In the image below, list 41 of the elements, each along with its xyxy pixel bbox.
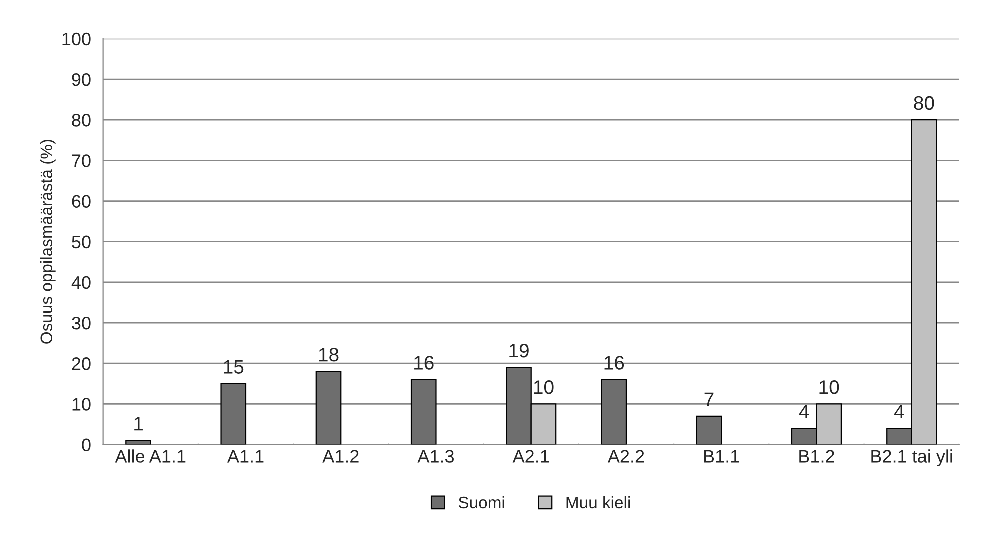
y-tick-label: 40: [72, 276, 91, 290]
x-tick-label: A2.1: [512, 450, 550, 463]
y-axis-title: Osuus oppilasmäärästä (%): [40, 140, 56, 344]
data-label: 80: [914, 96, 934, 110]
y-tick-label: 100: [62, 32, 91, 46]
x-tick-label: A1.3: [418, 450, 454, 463]
data-label: 10: [820, 380, 840, 394]
data-label: 7: [704, 392, 714, 406]
data-label: 4: [894, 405, 904, 418]
x-tick-label: A1.1: [227, 450, 264, 463]
y-tick-label: 10: [72, 398, 91, 411]
data-label: 19: [510, 344, 529, 358]
bar: [126, 440, 152, 445]
bar: [696, 416, 722, 445]
data-label: 15: [224, 360, 244, 374]
x-tick-label: A1.2: [322, 450, 359, 463]
y-tick-label: 80: [72, 114, 91, 127]
y-tick-label: 50: [72, 236, 91, 249]
data-label: 4: [799, 405, 810, 418]
data-label: 10: [534, 380, 554, 394]
y-tick-label: 0: [82, 438, 91, 452]
x-tick-label: A2.2: [608, 450, 644, 463]
x-tick-label: B2.1 tai yli: [872, 450, 952, 466]
legend-label: Muu kieli: [566, 496, 630, 509]
bar: [601, 379, 628, 445]
data-label: 16: [604, 356, 624, 370]
y-tick-label: 30: [72, 316, 91, 330]
y-tick-label: 90: [72, 73, 91, 86]
x-tick-label: B1.2: [800, 450, 834, 463]
legend-label: Suomi: [458, 496, 504, 509]
x-tick-label: Alle A1.1: [115, 450, 186, 463]
bar: [220, 383, 247, 445]
data-label: 1: [134, 417, 143, 431]
y-tick-label: 60: [72, 195, 91, 208]
data-label: 16: [414, 356, 434, 370]
x-tick-label: B1.1: [704, 450, 740, 463]
y-tick-label: 20: [72, 358, 91, 370]
y-tick-label: 70: [72, 154, 91, 168]
data-label: 18: [319, 348, 339, 362]
bar: [410, 379, 437, 445]
bar: [316, 371, 342, 445]
